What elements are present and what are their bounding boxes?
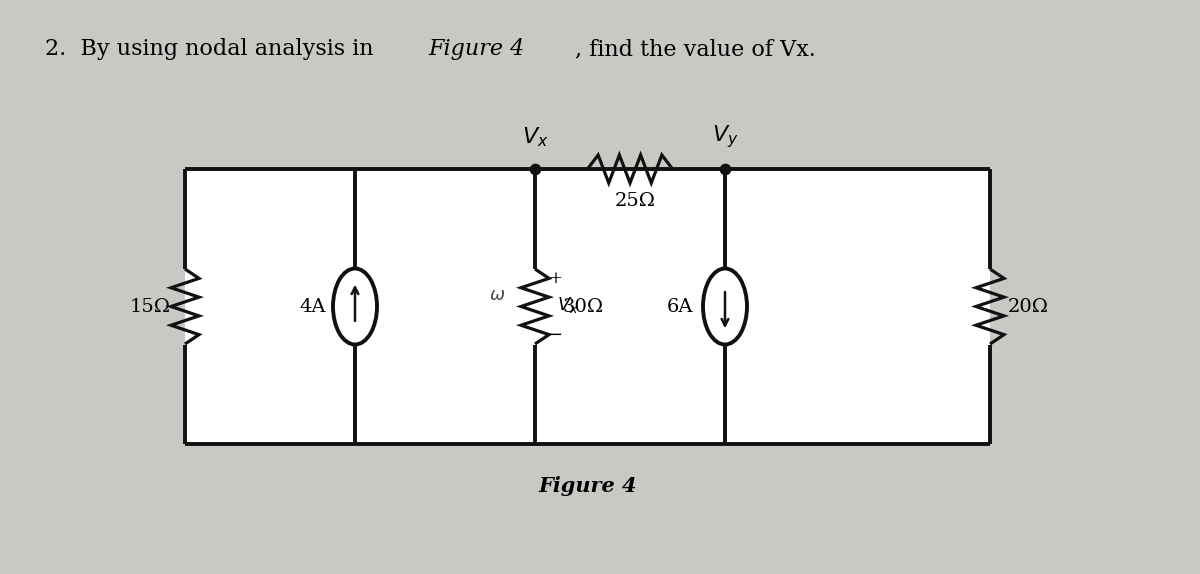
- Ellipse shape: [703, 269, 746, 344]
- Ellipse shape: [334, 269, 377, 344]
- Text: $V_y$: $V_y$: [712, 123, 738, 150]
- Point: [526, 164, 545, 173]
- Text: 15Ω: 15Ω: [130, 297, 170, 316]
- Text: Figure 4: Figure 4: [539, 476, 637, 496]
- Text: 6A: 6A: [667, 297, 694, 316]
- Text: , find the value of Vx.: , find the value of Vx.: [575, 38, 816, 60]
- Text: 20Ω: 20Ω: [1008, 297, 1049, 316]
- Text: $V_x$: $V_x$: [557, 294, 578, 315]
- Text: 25Ω: 25Ω: [614, 192, 655, 210]
- Text: +: +: [548, 270, 562, 287]
- Point: [715, 164, 734, 173]
- Text: −: −: [547, 325, 563, 343]
- Text: 2.  By using nodal analysis in: 2. By using nodal analysis in: [46, 38, 380, 60]
- Text: $\omega$: $\omega$: [488, 285, 505, 304]
- Text: Figure 4: Figure 4: [428, 38, 524, 60]
- Text: $V_x$: $V_x$: [522, 125, 548, 149]
- Bar: [185, 169, 990, 444]
- Text: 4A: 4A: [300, 297, 326, 316]
- Text: 30Ω: 30Ω: [563, 297, 604, 316]
